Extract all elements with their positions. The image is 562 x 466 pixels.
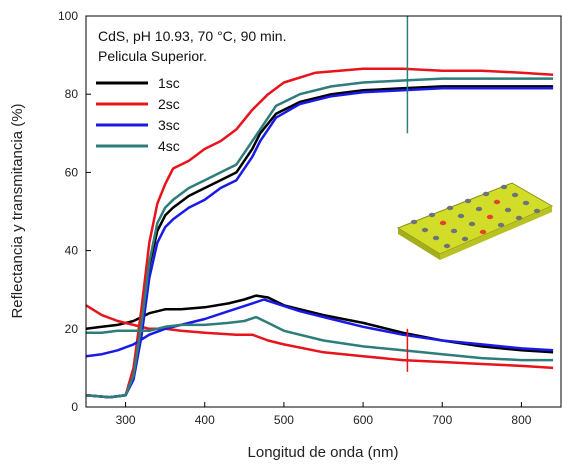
plate-dot xyxy=(475,206,483,212)
sample-plate-illustration xyxy=(396,182,554,260)
series-line-transmittance-2sc xyxy=(86,67,554,399)
plot-frame xyxy=(85,15,562,408)
legend-label: 3sc xyxy=(158,117,180,133)
plate-dot xyxy=(461,236,469,242)
legend-label: 1sc xyxy=(158,75,180,91)
plate-dot xyxy=(432,235,440,241)
y-tick-label: 60 xyxy=(65,165,79,179)
x-tick-label: 700 xyxy=(432,413,452,427)
y-axis-title: Reflectancia y transmitancia (%) xyxy=(9,103,26,318)
plate-dot xyxy=(479,229,487,235)
plate-dot xyxy=(482,191,490,197)
y-tick-label: 0 xyxy=(71,400,78,414)
plate-dot xyxy=(443,243,451,249)
series-line-reflectance-4sc xyxy=(86,315,554,362)
legend-label: 2sc xyxy=(158,96,180,112)
plate-dot xyxy=(450,228,458,234)
plate-dot xyxy=(446,205,454,211)
annotation-line-2: Pelicula Superior. xyxy=(98,48,207,64)
plate-dot xyxy=(504,207,512,213)
x-tick-label: 400 xyxy=(195,413,215,427)
plate-dot xyxy=(410,219,418,225)
plate-dot xyxy=(500,184,508,190)
y-tick-label: 40 xyxy=(65,244,79,258)
plate-dot xyxy=(439,220,447,226)
series-line-reflectance-2sc xyxy=(86,304,554,370)
plate-dot xyxy=(533,208,541,214)
plate-dot xyxy=(428,212,436,218)
plate-dot xyxy=(497,222,505,228)
plate-dot xyxy=(457,213,465,219)
legend-label: 4sc xyxy=(158,138,180,154)
y-tick-label: 80 xyxy=(65,87,79,101)
x-axis-title: Longitud de onda (nm) xyxy=(248,444,399,461)
plate-dot xyxy=(421,227,429,233)
x-tick-label: 600 xyxy=(353,413,373,427)
series-line-transmittance-3sc xyxy=(86,87,554,399)
plate-dot xyxy=(511,192,519,198)
ticks-layer: 300 400 500 600 700 800 0 20 40 60 80 100 xyxy=(58,9,532,427)
plate-dot xyxy=(515,215,523,221)
plate-dot xyxy=(522,200,530,206)
x-tick-label: 500 xyxy=(274,413,294,427)
x-tick-label: 800 xyxy=(511,413,531,427)
plate-dot xyxy=(493,199,501,205)
y-tick-label: 20 xyxy=(65,322,79,336)
annotation-line-1: CdS, pH 10.93, 70 °C, 90 min. xyxy=(98,28,286,44)
plate-dot xyxy=(468,221,476,227)
plate-dot xyxy=(486,214,494,220)
plate-dot xyxy=(464,198,472,204)
x-tick-label: 300 xyxy=(116,413,136,427)
y-tick-label: 100 xyxy=(58,9,78,23)
series-layer xyxy=(86,16,554,399)
series-line-reflectance-3sc xyxy=(86,298,554,358)
series-line-transmittance-4sc xyxy=(86,77,554,399)
legend: 1sc 2sc 3sc 4sc xyxy=(96,75,180,154)
